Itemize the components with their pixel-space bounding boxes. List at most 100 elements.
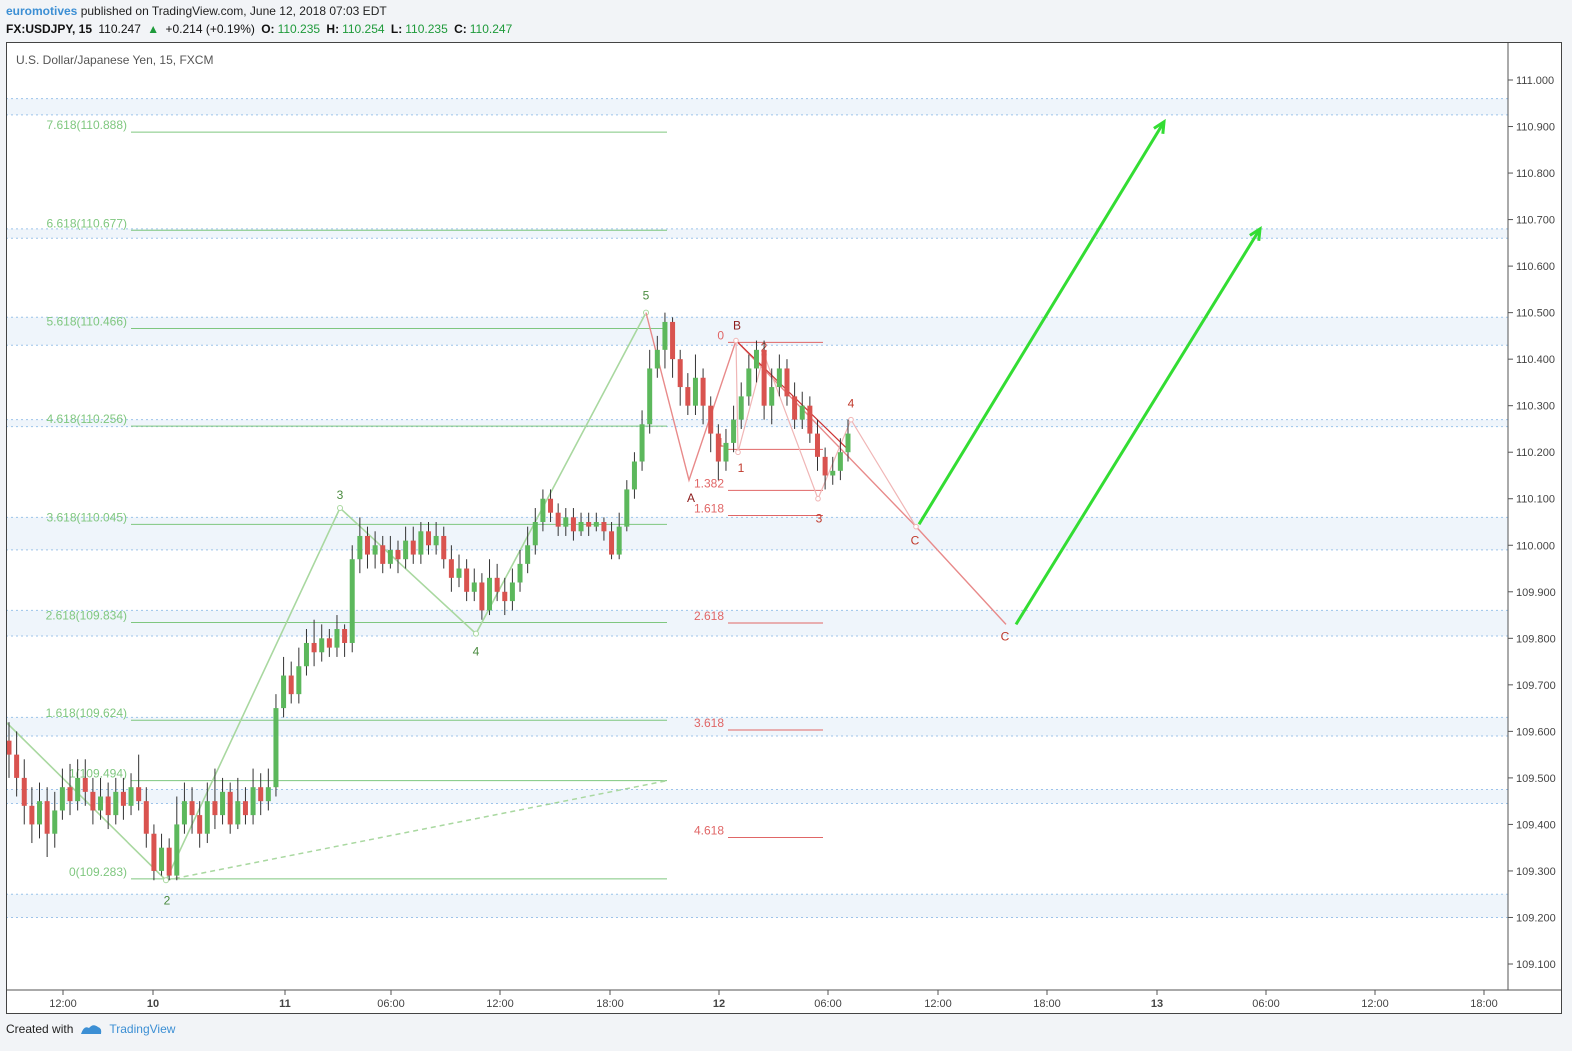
fib-red-level-label: 2.618 [694,609,724,623]
price-band [6,228,1508,239]
candle-body [822,456,828,476]
candle-body [662,321,668,350]
price-tick-label: 110.200 [1516,447,1555,459]
candle-body [792,396,798,420]
candle-body [418,531,424,555]
candle-body [692,377,698,406]
price-tick-label: 110.800 [1516,168,1555,180]
candle-body [761,349,767,406]
candle-body [502,591,508,602]
price-tick-label: 109.600 [1516,726,1556,738]
fib-red-level-label: 4.618 [694,823,724,837]
arrow-head-icon [1249,225,1262,241]
candle-body [525,545,531,564]
tradingview-link[interactable]: TradingView [79,1022,175,1036]
price-tick-label: 110.400 [1516,354,1555,366]
up-arrow-icon: ▲ [147,22,160,36]
candle-body [82,777,88,792]
candle-body [296,666,302,695]
candle-body [311,642,317,653]
candle-body [807,405,813,434]
tradingview-brand: TradingView [109,1022,176,1036]
price-tick-label: 110.100 [1516,494,1555,506]
wave-point-marker [473,630,479,637]
candle-body [471,582,477,592]
candle-body [563,517,569,527]
fib-green-level-label: 3.618(110.045) [46,510,127,524]
candle-body [708,405,714,434]
price-band [6,717,1508,737]
candle-body [578,522,584,532]
price-tick-label: 110.900 [1516,122,1555,134]
candle-body [410,540,416,555]
close-value: 110.247 [469,22,513,36]
projection-arrow-line [1014,228,1262,626]
wave-point-marker [733,337,739,344]
candle-body [799,405,805,420]
candle-body [136,787,142,802]
time-tick-label: 12:00 [49,998,77,1010]
high-label: H: [326,22,340,36]
published-text: published on TradingView.com, June 12, 2… [80,4,387,18]
red-wave-label: C [911,534,920,548]
wave-point-marker [815,495,821,502]
candle-body [212,801,218,816]
price-axis[interactable]: 111.000 110.900 110.800 110.700 110.600 110.5… [1508,75,1556,971]
price-tick-label: 109.100 [1516,959,1556,971]
price-tick-label: 110.500 [1516,308,1555,320]
chart-border [6,42,1562,1014]
candle-body [586,522,592,527]
arrow-head-icon [1153,118,1166,134]
candle-body [288,675,294,695]
candle-body [204,801,210,834]
candle-body [258,787,264,802]
candle-body [159,847,165,871]
candle-body [281,675,287,709]
chart-background [6,42,1562,1014]
symbol-label[interactable]: FX:USDJPY, 15 [6,22,93,36]
candle-body [647,368,653,425]
candle-body [357,535,363,560]
time-tick-label: 12:00 [924,998,952,1010]
time-tick-label: 06:00 [1252,998,1280,1010]
green-wave-label: 2 [164,893,171,907]
fib-extension-tools[interactable]: 7.618(110.888) 6.618(110.677) 5.618(110.46… [46,118,823,880]
price-tick-label: 110.700 [1516,215,1555,227]
time-axis[interactable]: 12:00 10 11 06:00 12:00 18:00 12 06:00 12:00 18:0… [49,990,1498,1010]
candle-body [685,387,691,406]
candle-body [517,563,523,583]
price-band [6,98,1508,115]
candle-body [334,629,340,648]
candle-body [380,545,386,564]
price-tick-label: 109.500 [1516,773,1556,785]
candle-body [494,577,500,592]
open-value: 110.235 [277,22,321,36]
candle-body [364,535,370,555]
candle-body [273,708,279,788]
time-tick-label: 12 [713,998,725,1010]
price-tick-label: 109.400 [1516,819,1556,831]
candle-body [845,433,851,453]
candle-body [784,368,790,397]
projection-arrows[interactable] [917,118,1262,626]
candle-body [75,777,81,802]
candle-body [387,549,393,564]
candle-body [723,442,729,462]
candle-body [555,512,561,527]
candle-body [738,396,744,420]
fib-red-level-label: 1.382 [694,476,724,490]
candle-body [464,568,470,592]
candle-body [616,526,622,555]
candle-body [166,847,172,876]
time-tick-label: 12:00 [486,998,514,1010]
fib-green-level-label: 6.618(110.677) [46,216,127,230]
candle-body [14,754,20,778]
author-link[interactable]: euromotives [6,4,78,18]
fib-green-level-label: 0(109.283) [69,865,127,879]
candle-body [67,787,73,802]
candle-body [487,577,493,611]
candle-body [715,433,721,462]
wave-point-marker [848,416,854,423]
low-value: 110.235 [405,22,448,36]
price-chart[interactable]: U.S. Dollar/Japanese Yen, 15, FXCM 7.618… [6,42,1562,1014]
